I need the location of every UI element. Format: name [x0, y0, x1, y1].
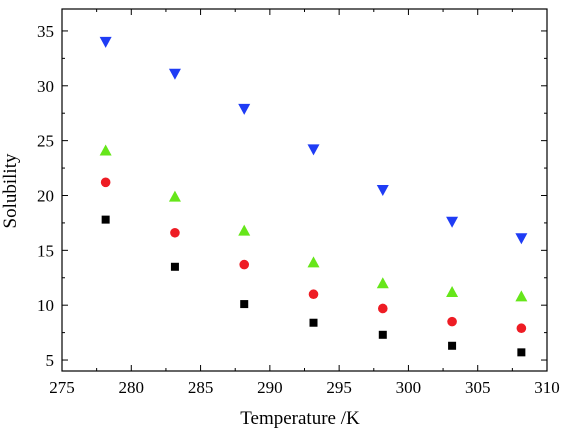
triangle-down-marker [168, 68, 181, 80]
y-tick-label: 10 [37, 296, 54, 315]
triangle-up-marker [515, 290, 528, 302]
circle-marker [377, 303, 388, 314]
triangle-up-marker [307, 256, 320, 268]
x-tick-label: 295 [326, 378, 352, 397]
triangle-down-marker [446, 216, 459, 228]
x-tick-label: 280 [119, 378, 145, 397]
y-tick-label: 5 [46, 351, 55, 370]
circle-marker [516, 323, 527, 334]
x-tick-label: 310 [534, 378, 560, 397]
x-tick-label: 305 [465, 378, 491, 397]
square-marker [170, 262, 179, 271]
square-marker [101, 215, 110, 224]
circle-marker [308, 289, 319, 300]
triangle-up-marker [99, 144, 112, 156]
y-axis-label: Solubility [0, 153, 21, 228]
x-tick-label: 290 [257, 378, 283, 397]
triangle-down-marker [515, 233, 528, 245]
y-tick-label: 20 [37, 186, 54, 205]
circle-marker [447, 316, 457, 327]
y-tick-label: 30 [37, 77, 54, 96]
square-marker [448, 341, 457, 350]
square-marker [240, 300, 249, 309]
axes [61, 8, 548, 372]
y-tick-label: 25 [37, 132, 54, 151]
triangle-down-marker [376, 185, 389, 196]
triangle-down-marker [238, 103, 251, 115]
triangle-up-marker [238, 224, 251, 236]
x-tick-label: 285 [188, 378, 214, 397]
y-tick-label: 35 [37, 22, 54, 41]
square-marker [309, 318, 318, 327]
triangle-up-marker [376, 277, 389, 289]
triangle-up-marker [168, 190, 181, 202]
circle-marker [100, 177, 111, 188]
x-axis-label: Temperature /K [240, 408, 360, 429]
data-marks [99, 36, 528, 357]
triangle-down-marker [99, 36, 112, 48]
triangle-down-marker [307, 144, 320, 156]
triangle-up-marker [446, 286, 459, 298]
square-marker [517, 348, 526, 357]
ticks: 275 280 285 290 295 300 305 310 5 10 15 20 25 30 35 [37, 9, 560, 397]
x-tick-label: 300 [396, 378, 422, 397]
square-marker [378, 330, 387, 339]
circle-marker [170, 227, 180, 238]
y-tick-label: 15 [37, 241, 54, 260]
plot-frame [61, 8, 548, 372]
x-tick-label: 275 [49, 378, 75, 397]
circle-marker [239, 259, 250, 270]
